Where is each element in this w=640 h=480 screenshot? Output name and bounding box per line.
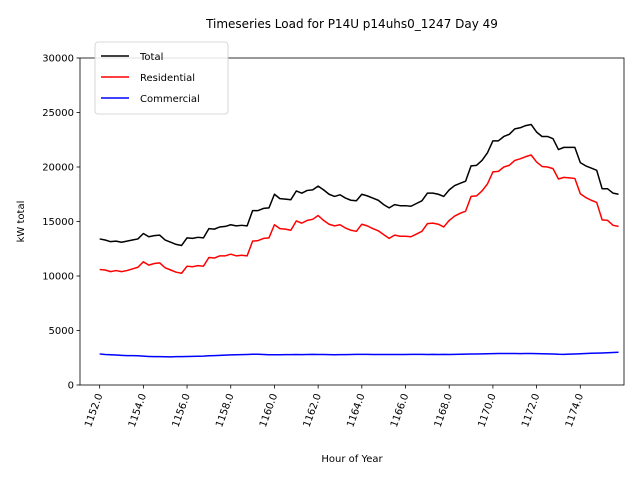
legend-label-commercial: Commercial	[140, 94, 200, 105]
legend-box	[94, 41, 229, 115]
legend-label-total: Total	[139, 52, 163, 63]
y-tick-label: 5000	[49, 326, 74, 337]
chart-title: Timeseries Load for P14U p14uhs0_1247 Da…	[205, 17, 498, 31]
y-tick-label: 15000	[42, 217, 74, 228]
y-tick-label: 10000	[42, 272, 74, 283]
x-axis-label: Hour of Year	[321, 454, 383, 465]
series-line-residential	[99, 154, 619, 275]
legend: Total Residential Commercial	[94, 41, 229, 115]
y-tick-label: 25000	[42, 108, 74, 119]
y-tick-label: 20000	[42, 163, 74, 174]
y-tick-label: 0	[68, 381, 74, 392]
y-axis: 0 5000 10000 15000 20000 25000 30000	[42, 54, 80, 392]
series-line-commercial	[99, 351, 619, 358]
y-axis-label: kW total	[16, 201, 27, 243]
series-layer	[99, 123, 619, 358]
series-line-total	[99, 123, 619, 247]
y-tick-label: 30000	[42, 54, 74, 65]
legend-label-residential: Residential	[140, 73, 195, 84]
